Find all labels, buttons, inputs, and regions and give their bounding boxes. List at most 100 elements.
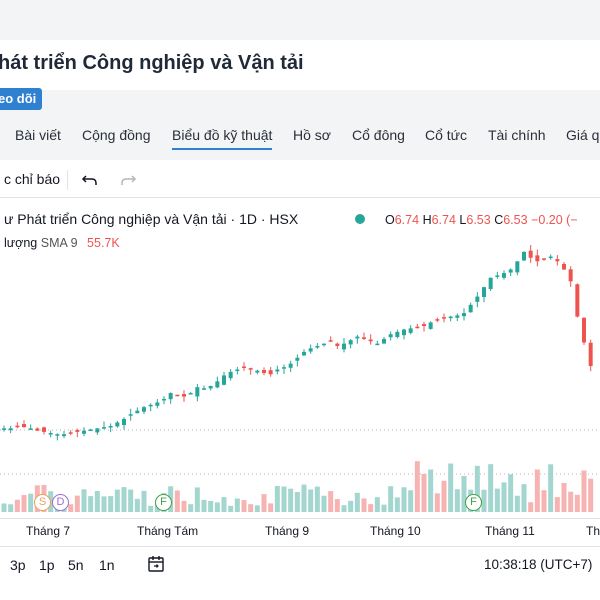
candle-body <box>262 369 266 374</box>
volume-bar <box>141 490 147 512</box>
tab-price[interactable]: Giá q <box>566 127 600 143</box>
follow-button[interactable]: eo dõi <box>0 88 43 110</box>
range-1p-button[interactable]: 1p <box>39 557 55 573</box>
candle-body <box>328 340 333 342</box>
candle-body <box>322 343 326 346</box>
volume-bar <box>581 470 587 512</box>
candle-body <box>408 328 413 333</box>
volume-bar <box>381 504 387 512</box>
candle-body <box>288 363 293 368</box>
candle-body <box>222 375 226 385</box>
candle-body <box>402 329 406 336</box>
volume-bar <box>188 504 194 512</box>
volume-bar <box>221 497 227 512</box>
candle-body <box>188 393 193 395</box>
redo-icon[interactable] <box>118 170 138 190</box>
candle-body <box>235 369 240 372</box>
volume-bar <box>414 461 420 512</box>
volume-bar <box>241 500 247 512</box>
candle-body <box>462 313 466 317</box>
volume-bar <box>448 463 454 512</box>
event-marker-d[interactable]: D <box>52 494 69 511</box>
volume-bar <box>541 490 547 512</box>
volume-bar <box>321 495 327 512</box>
volume-bar <box>114 489 120 512</box>
volume-bar <box>248 504 254 512</box>
candle-body <box>88 429 93 432</box>
candle-body <box>255 370 260 373</box>
volume-bar <box>74 495 80 512</box>
candle-body <box>368 339 373 342</box>
candle-body <box>508 269 513 273</box>
calendar-range-icon[interactable] <box>146 554 166 574</box>
volume-bar <box>394 497 400 512</box>
volume-bar <box>28 493 34 512</box>
candle-body <box>42 427 46 432</box>
month-label: Tháng 7 <box>26 524 71 538</box>
candle-body <box>562 263 566 270</box>
time-axis <box>0 518 600 546</box>
volume-bar <box>534 469 540 512</box>
volume-label: lượng <box>4 236 38 250</box>
candle-body <box>435 319 440 321</box>
candle-body <box>315 346 320 348</box>
ohlc-readout: O6.74 H6.74 L6.53 C6.53 −0.20 (− <box>385 213 578 227</box>
price-chart[interactable] <box>0 240 600 518</box>
candle-body <box>308 348 313 352</box>
candle-body <box>295 357 300 361</box>
tab-posts[interactable]: Bài viết <box>15 127 61 143</box>
candle-body <box>148 404 153 407</box>
volume-bar <box>334 499 340 512</box>
tab-profile[interactable]: Hồ sơ <box>293 127 331 143</box>
event-marker-f[interactable]: F <box>465 494 482 511</box>
candle-body <box>415 326 420 329</box>
tab-community[interactable]: Cộng đồng <box>82 127 151 143</box>
toolbar-divider <box>67 170 68 190</box>
volume-bar <box>548 464 554 512</box>
range-5n-button[interactable]: 5n <box>68 557 84 573</box>
volume-bar <box>268 503 274 512</box>
volume-bar <box>494 488 500 512</box>
candle-body <box>75 430 80 432</box>
candle-body <box>495 275 500 277</box>
month-label: Th <box>586 524 600 538</box>
volume-bar <box>88 496 94 512</box>
volume-bar <box>68 504 74 512</box>
candle-body <box>142 407 146 412</box>
tab-dividends[interactable]: Cổ tức <box>425 127 468 143</box>
candle-body <box>588 342 593 366</box>
sma-label: SMA 9 <box>40 236 78 250</box>
candle-body <box>55 434 60 436</box>
volume-bar <box>474 465 480 512</box>
candle-body <box>35 428 40 431</box>
volume-bar <box>434 493 440 512</box>
candle-body <box>275 369 280 372</box>
tab-financials[interactable]: Tài chính <box>488 127 546 143</box>
candle-body <box>542 258 546 260</box>
undo-icon[interactable] <box>80 170 100 190</box>
tab-shareholders[interactable]: Cổ đông <box>352 127 405 143</box>
volume-bar <box>488 464 494 512</box>
volume-bar <box>208 500 214 512</box>
volume-bar <box>561 482 567 512</box>
indicators-button[interactable]: c chỉ báo <box>4 171 61 187</box>
candle-body <box>282 367 286 369</box>
volume-bar <box>441 480 447 512</box>
event-marker-s[interactable]: S <box>34 494 51 511</box>
candle-body <box>422 324 426 326</box>
volume-bar <box>501 482 507 512</box>
volume-bar <box>301 484 307 512</box>
range-3p-button[interactable]: 3p <box>10 557 26 573</box>
candle-body <box>575 284 580 317</box>
candle-body <box>22 424 26 428</box>
event-marker-f[interactable]: F <box>155 494 172 511</box>
volume-bar <box>428 469 434 512</box>
candle-body <box>95 428 100 433</box>
candle-body <box>455 315 460 318</box>
candle-body <box>482 287 486 298</box>
candle-body <box>388 334 393 338</box>
candle-body <box>135 410 140 414</box>
range-1n-button[interactable]: 1n <box>99 557 115 573</box>
tab-technical-chart[interactable]: Biểu đồ kỹ thuật <box>172 127 273 150</box>
volume-bar <box>214 502 220 512</box>
